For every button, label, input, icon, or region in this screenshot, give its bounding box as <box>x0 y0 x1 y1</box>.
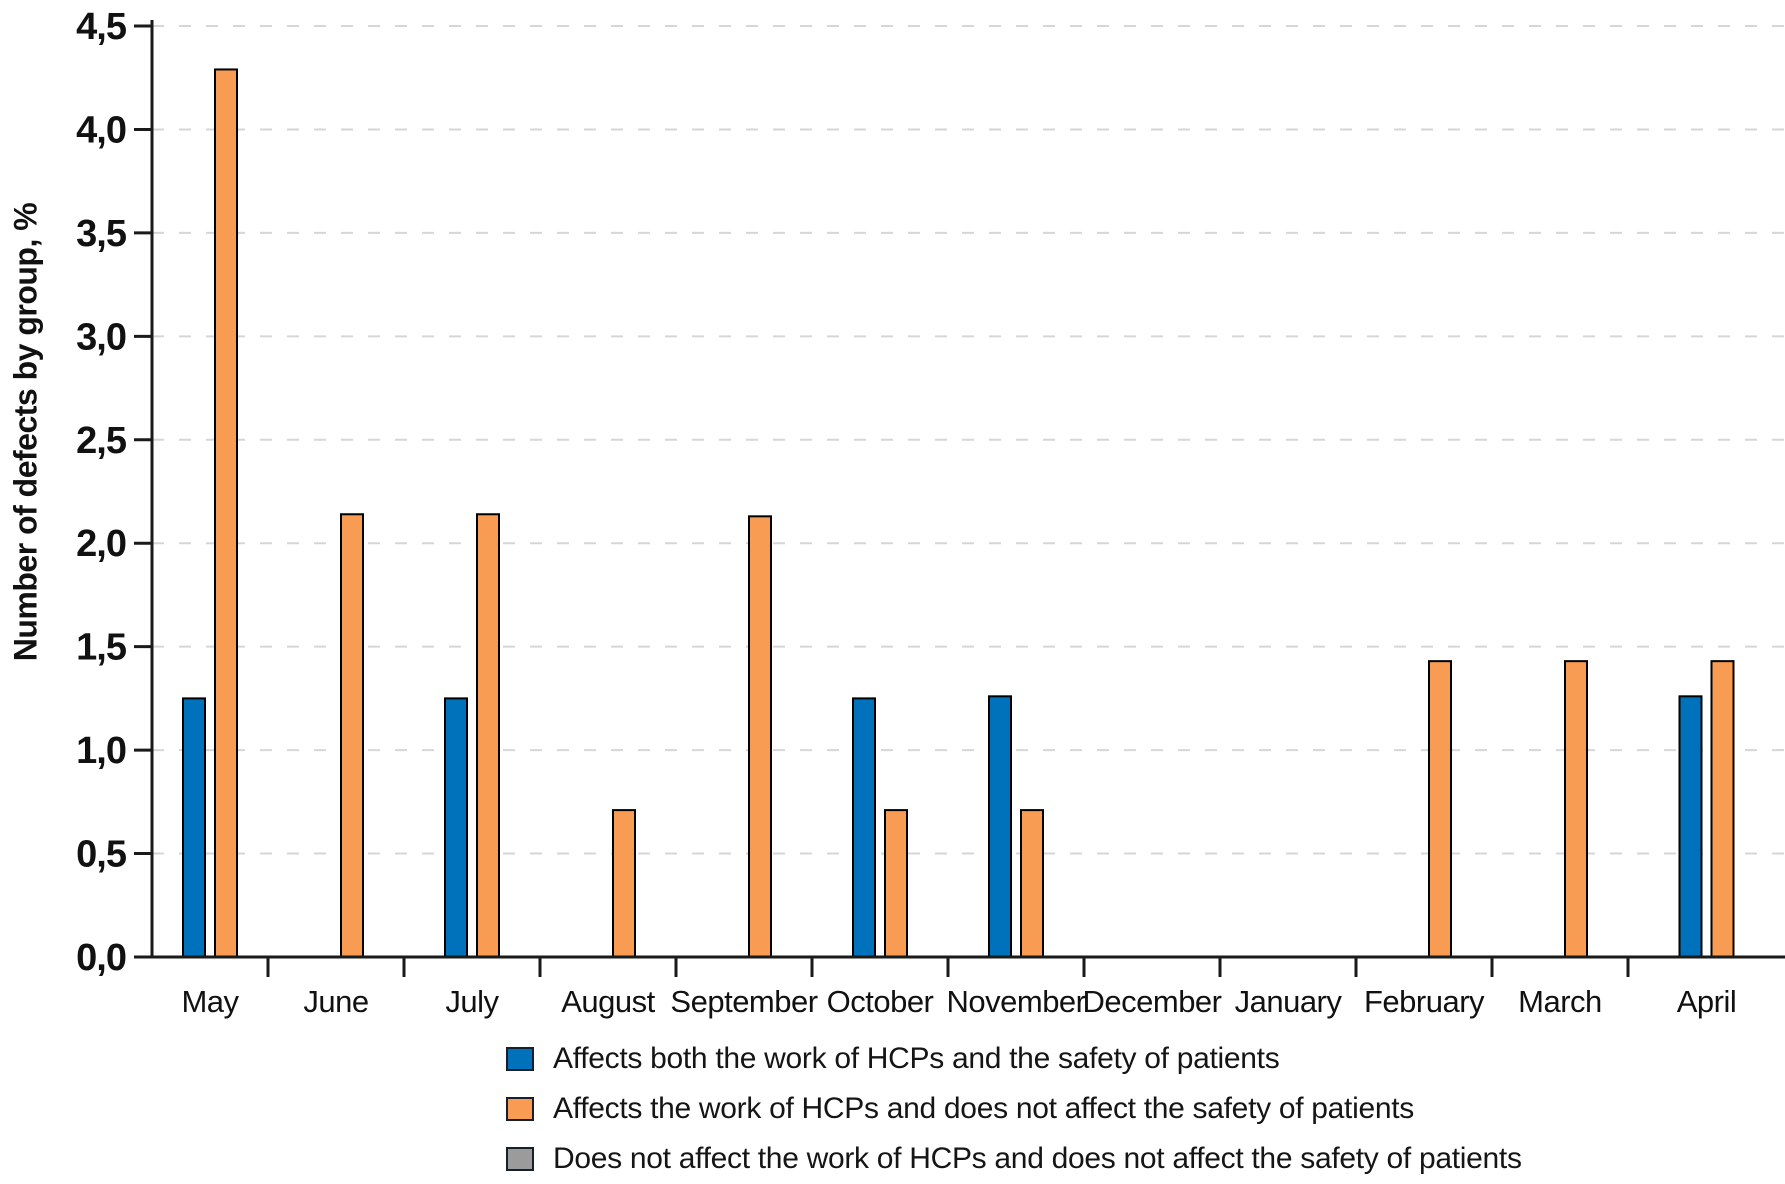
legend-label: Affects both the work of HCPs and the sa… <box>553 1042 1280 1075</box>
x-tick-label: June <box>303 984 368 1019</box>
bar-may-series1 <box>214 68 238 959</box>
legend-swatch-icon <box>506 1097 534 1121</box>
y-tick-label: 2,5 <box>76 420 127 462</box>
y-tick-label: 4,0 <box>76 109 126 151</box>
legend-label: Affects the work of HCPs and does not af… <box>553 1092 1414 1125</box>
bar-june-series1 <box>340 513 364 958</box>
x-tick-label: May <box>181 984 239 1019</box>
x-tick-label: November <box>947 984 1086 1019</box>
x-tick-label: December <box>1083 984 1222 1019</box>
x-tick-label: March <box>1518 984 1602 1019</box>
bar-april-series0 <box>1678 695 1703 958</box>
legend-label: Does not affect the work of HCPs and doe… <box>553 1142 1522 1175</box>
legend: Affects both the work of HCPs and the sa… <box>506 1042 1522 1176</box>
bar-february-series1 <box>1428 660 1452 958</box>
bar-november-series1 <box>1020 809 1044 958</box>
bar-october-series1 <box>884 809 908 958</box>
x-tick-label: January <box>1235 984 1343 1019</box>
bar-july-series1 <box>476 513 500 958</box>
y-tick-label: 0,0 <box>76 937 126 979</box>
bar-november-series0 <box>988 695 1012 958</box>
bar-october-series0 <box>852 697 876 959</box>
y-tick-label: 1,5 <box>76 627 127 669</box>
x-tick-label: August <box>561 984 655 1019</box>
y-tick-label: 3,5 <box>76 213 127 255</box>
y-tick-label: 3,0 <box>76 316 126 358</box>
x-tick-label: April <box>1677 984 1737 1019</box>
y-tick-label: 0,5 <box>76 834 127 876</box>
plot-area: 0,0 0,5 1,0 1,5 2,0 2,5 3,0 3,5 4,0 4,5 May June Jul… <box>76 6 1785 1019</box>
y-tick-label: 1,0 <box>76 730 126 772</box>
legend-item-0: Affects both the work of HCPs and the sa… <box>506 1042 1522 1076</box>
y-tick-label: 4,5 <box>76 6 127 48</box>
bar-march-series1 <box>1564 660 1588 958</box>
legend-item-2: Does not affect the work of HCPs and doe… <box>506 1142 1522 1176</box>
bar-may-series0 <box>182 697 206 959</box>
bar-august-series1 <box>612 809 636 958</box>
y-tick-label: 2,0 <box>76 523 126 565</box>
bar-april-series1 <box>1710 660 1735 958</box>
x-tick-label: September <box>670 984 817 1019</box>
y-axis-title: Number of defects by group, % <box>7 202 44 662</box>
x-tick-label: July <box>445 984 499 1019</box>
legend-swatch-icon <box>506 1047 534 1071</box>
legend-item-1: Affects the work of HCPs and does not af… <box>506 1092 1522 1126</box>
bar-september-series1 <box>748 515 772 958</box>
x-tick-label: October <box>827 984 934 1019</box>
legend-swatch-icon <box>506 1147 534 1171</box>
x-tick-label: February <box>1364 984 1485 1019</box>
bar-july-series0 <box>444 697 468 959</box>
